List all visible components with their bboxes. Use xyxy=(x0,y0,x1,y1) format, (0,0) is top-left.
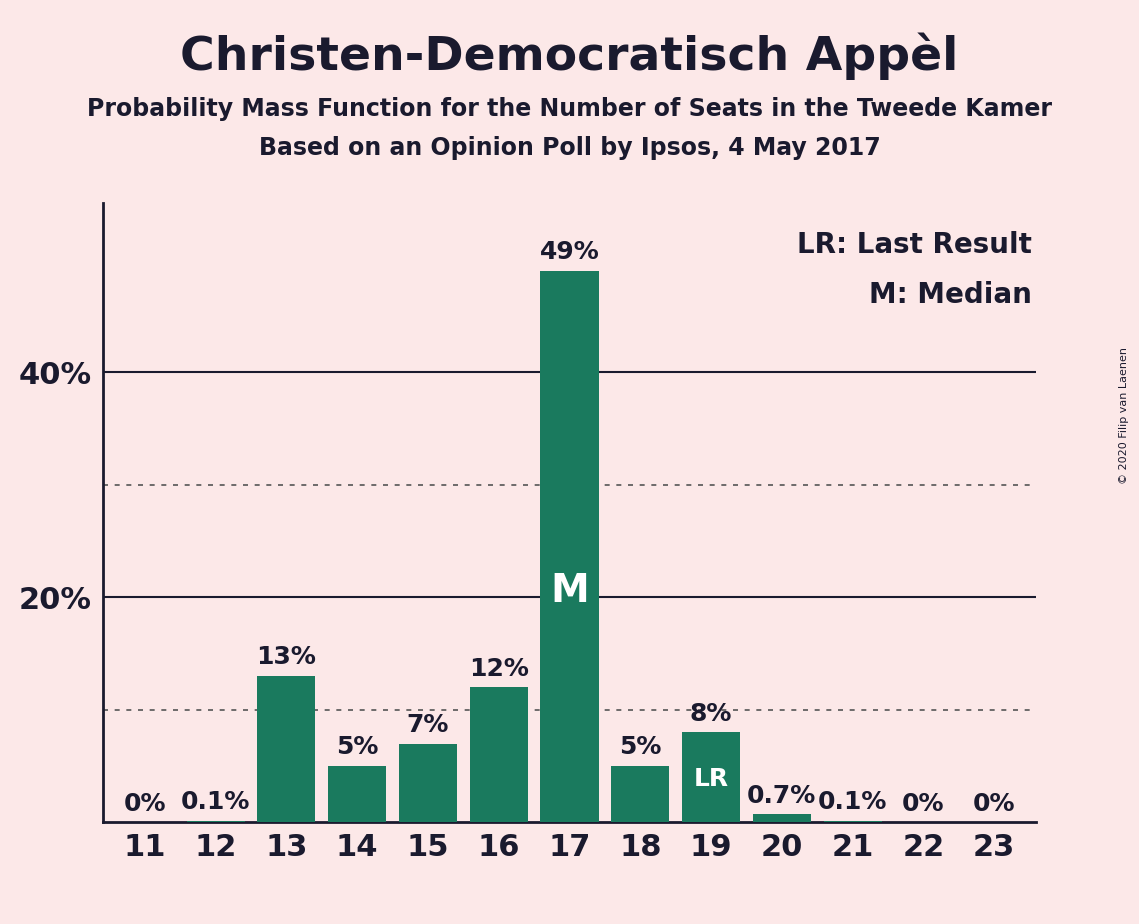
Text: Christen-Democratisch Appèl: Christen-Democratisch Appèl xyxy=(180,32,959,79)
Text: Probability Mass Function for the Number of Seats in the Tweede Kamer: Probability Mass Function for the Number… xyxy=(87,97,1052,121)
Text: LR: LR xyxy=(694,767,729,791)
Bar xyxy=(612,766,670,822)
Bar xyxy=(541,271,598,822)
Text: 7%: 7% xyxy=(407,712,449,736)
Text: 13%: 13% xyxy=(256,645,317,669)
Text: 8%: 8% xyxy=(690,701,732,725)
Text: 0%: 0% xyxy=(973,792,1015,816)
Bar xyxy=(399,744,457,822)
Text: 5%: 5% xyxy=(620,736,662,760)
Bar xyxy=(469,687,527,822)
Bar xyxy=(187,821,245,822)
Text: 0.1%: 0.1% xyxy=(181,790,251,814)
Text: 0.7%: 0.7% xyxy=(747,784,817,808)
Bar xyxy=(682,733,740,822)
Bar xyxy=(257,676,316,822)
Bar xyxy=(823,821,882,822)
Bar xyxy=(328,766,386,822)
Text: M: M xyxy=(550,572,589,610)
Text: 0%: 0% xyxy=(124,792,166,816)
Text: 0%: 0% xyxy=(902,792,944,816)
Text: M: Median: M: Median xyxy=(869,281,1032,309)
Text: 12%: 12% xyxy=(469,657,528,681)
Text: 0.1%: 0.1% xyxy=(818,790,887,814)
Text: 5%: 5% xyxy=(336,736,378,760)
Text: 49%: 49% xyxy=(540,240,599,264)
Text: Based on an Opinion Poll by Ipsos, 4 May 2017: Based on an Opinion Poll by Ipsos, 4 May… xyxy=(259,136,880,160)
Bar xyxy=(753,814,811,822)
Text: © 2020 Filip van Laenen: © 2020 Filip van Laenen xyxy=(1120,347,1129,484)
Text: LR: Last Result: LR: Last Result xyxy=(797,231,1032,259)
